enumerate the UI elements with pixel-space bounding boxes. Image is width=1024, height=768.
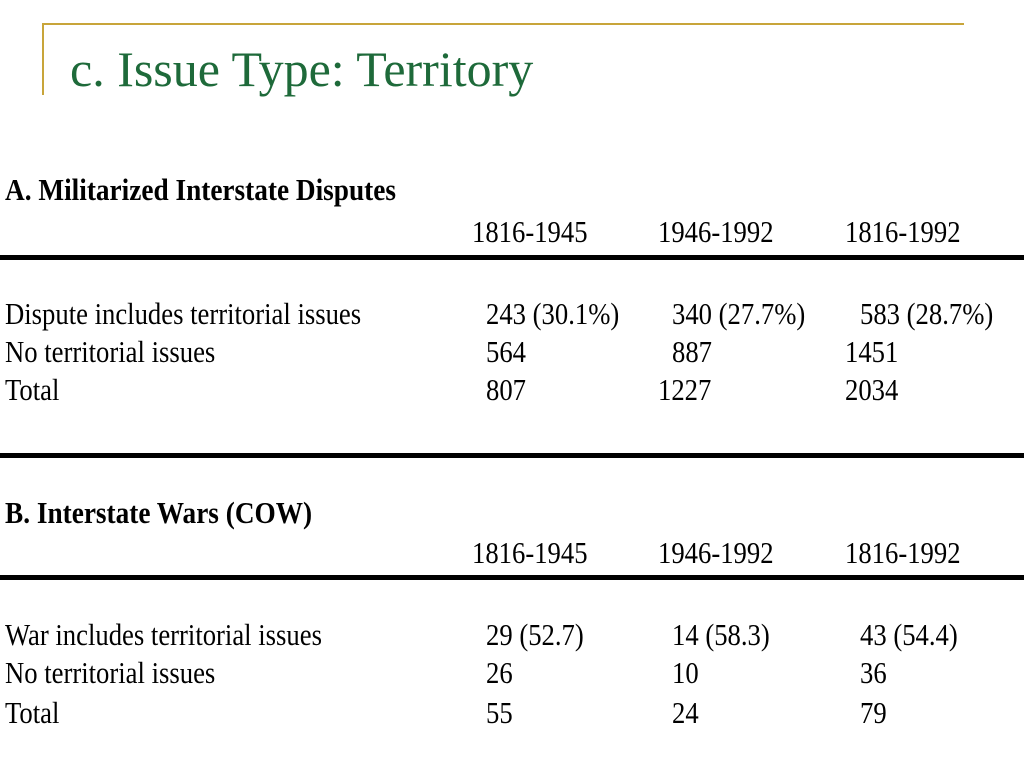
cell-value: 807: [486, 372, 526, 407]
section-a-column-header: 1946-1992: [658, 214, 774, 249]
cell-value: 2034: [845, 372, 899, 407]
cell-value: 1227: [658, 372, 712, 407]
section-b-column-header: 1816-1945: [472, 535, 588, 570]
frame-line-left: [42, 23, 44, 95]
table-rule: [0, 255, 1024, 260]
cell-value: 10: [672, 655, 699, 690]
section-a-column-header: 1816-1945: [472, 214, 588, 249]
cell-value: 29 (52.7): [486, 617, 584, 652]
cell-value: 14 (58.3): [672, 617, 770, 652]
row-label: No territorial issues: [5, 655, 216, 690]
slide-title: c. Issue Type: Territory: [70, 41, 534, 97]
cell-value: 26: [486, 655, 513, 690]
section-b-column-header: 1816-1992: [845, 535, 961, 570]
section-b-heading: B. Interstate Wars (COW): [5, 495, 313, 530]
row-label: Total: [5, 372, 60, 407]
section-a-column-header: 1816-1992: [845, 214, 961, 249]
section-a-heading: A. Militarized Interstate Disputes: [5, 172, 396, 207]
row-label: Dispute includes territorial issues: [5, 296, 362, 331]
table-rule: [0, 453, 1024, 458]
cell-value: 564: [486, 334, 526, 369]
cell-value: 24: [672, 695, 699, 730]
cell-value: 887: [672, 334, 712, 369]
frame-line-top: [42, 23, 964, 25]
row-label: Total: [5, 695, 60, 730]
cell-value: 43 (54.4): [860, 617, 958, 652]
cell-value: 55: [486, 695, 513, 730]
cell-value: 243 (30.1%): [486, 296, 620, 331]
row-label: War includes territorial issues: [5, 617, 322, 652]
cell-value: 79: [860, 695, 887, 730]
cell-value: 1451: [845, 334, 899, 369]
cell-value: 36: [860, 655, 887, 690]
row-label: No territorial issues: [5, 334, 216, 369]
cell-value: 340 (27.7%): [672, 296, 806, 331]
cell-value: 583 (28.7%): [860, 296, 994, 331]
table-rule: [0, 575, 1024, 580]
section-b-column-header: 1946-1992: [658, 535, 774, 570]
